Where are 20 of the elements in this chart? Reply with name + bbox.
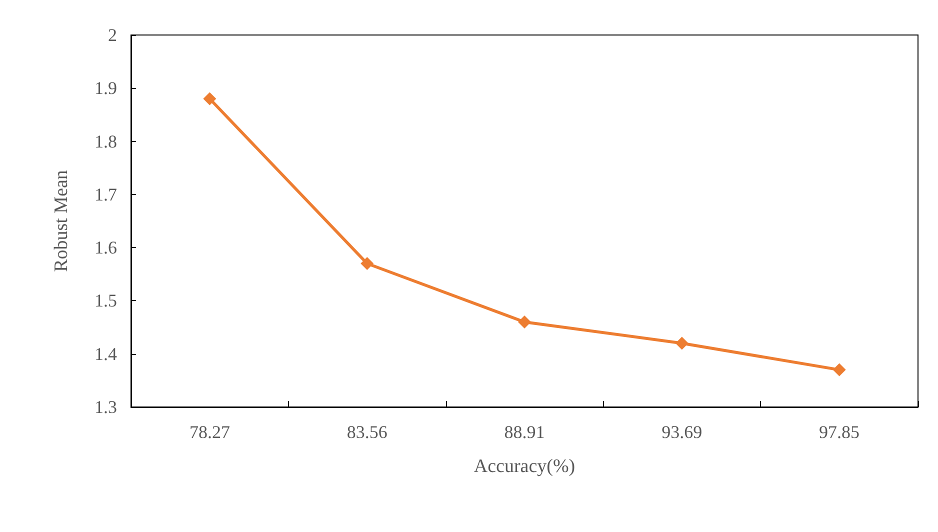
y-axis-title: Robust Mean	[51, 170, 72, 272]
x-tick-label: 78.27	[189, 422, 230, 442]
y-tick-label: 1.4	[94, 344, 117, 364]
y-tick-label: 2	[108, 25, 117, 45]
point	[203, 92, 216, 106]
y-tick-label: 1.6	[94, 238, 117, 258]
y-tick-label: 1.8	[94, 131, 117, 152]
point	[518, 315, 531, 328]
y-tick-label: 1.9	[94, 78, 117, 98]
point	[675, 336, 688, 350]
y-tick-label: 1.5	[94, 290, 117, 311]
point	[360, 257, 374, 270]
x-tick-label: 97.85	[819, 422, 860, 442]
x-tick-label: 88.91	[504, 422, 545, 442]
y-tick-label: 1.7	[94, 184, 117, 204]
point	[832, 363, 846, 376]
y-tick-label: 1.3	[94, 397, 117, 417]
x-tick-label: 93.69	[662, 422, 702, 442]
x-axis-title: Accuracy(%)	[474, 456, 576, 477]
x-tick-label: 83.56	[346, 422, 388, 442]
